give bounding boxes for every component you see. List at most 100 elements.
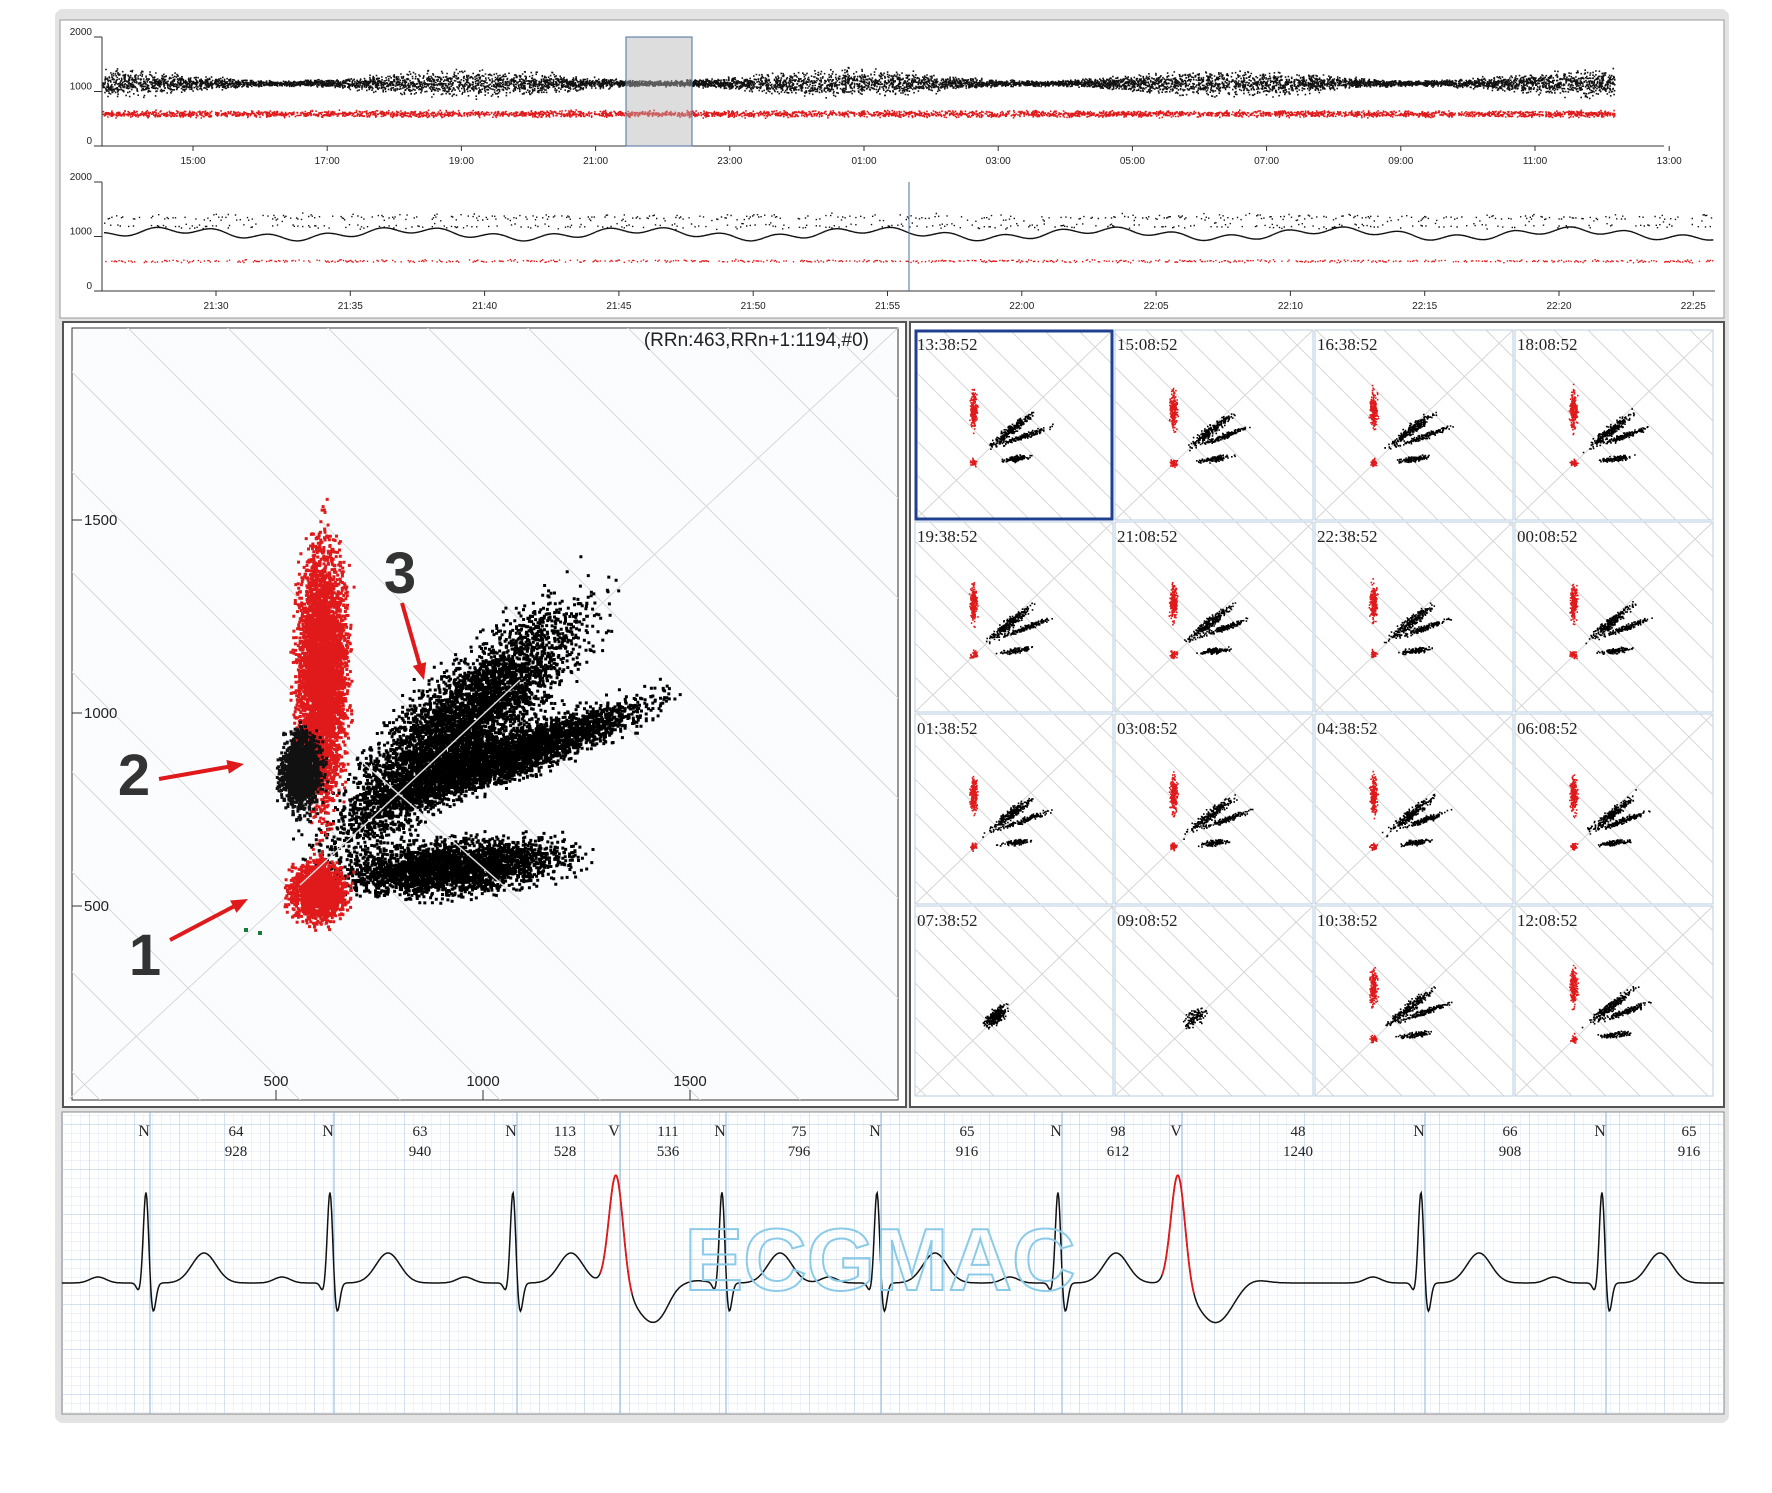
scatter-cloud (1569, 964, 1580, 1011)
ventricular-beat (1161, 1174, 1195, 1294)
identity-line (914, 905, 1114, 1097)
x-tick-label: 22:05 (1144, 301, 1169, 312)
beat-type: N (1594, 1123, 1606, 1140)
scatter-cloud (318, 830, 595, 905)
thumbnail-time: 07:38:52 (917, 911, 977, 930)
scatter-cloud (982, 1003, 1009, 1030)
beat-type: N (322, 1123, 334, 1140)
thumbnail: 01:38:52 (914, 713, 1114, 905)
scatter-cloud (1369, 1034, 1378, 1044)
scatter-cloud (998, 809, 1053, 831)
beat-type: V (1170, 1123, 1182, 1140)
x-tick-label: 22:00 (1009, 301, 1034, 312)
rr-interval: 612 (1107, 1144, 1130, 1160)
heart-rate: 111 (657, 1124, 678, 1140)
y-tick-label: 500 (84, 898, 109, 915)
x-tick-label: 22:20 (1546, 301, 1571, 312)
x-tick-label: 01:00 (851, 156, 876, 167)
scatter-cloud (1597, 1030, 1632, 1039)
scatter-cloud (1385, 986, 1436, 1027)
scatter-cloud (1585, 601, 1637, 645)
scatter-cloud (1184, 602, 1237, 643)
x-tick-label: 09:00 (1388, 156, 1413, 167)
thumbnail-time: 00:08:52 (1517, 527, 1577, 546)
scatter-cloud (995, 838, 1033, 847)
scatter-cloud (1595, 810, 1651, 832)
scatter-cloud (985, 602, 1036, 645)
scatter-cloud (969, 457, 978, 468)
thumbnail-time: 16:38:52 (1317, 335, 1377, 354)
scatter-cloud (1383, 602, 1436, 644)
x-tick-label: 05:00 (1120, 156, 1145, 167)
thumbnail: 07:38:52 (914, 905, 1114, 1097)
scatter-cloud (1169, 650, 1179, 660)
y-tick-label: 0 (86, 136, 92, 147)
arrow (158, 763, 235, 781)
thumbnail-time: 04:38:52 (1317, 719, 1377, 738)
thumbnail-time: 22:38:52 (1317, 527, 1377, 546)
scatter-cloud (1569, 774, 1579, 819)
thumbnail: 22:38:52 (1314, 521, 1514, 713)
cursor-readout: (RRn:463,RRn+1:1194,#0) (644, 330, 869, 351)
rr-interval: 940 (409, 1144, 432, 1160)
scatter-cloud (1569, 458, 1579, 467)
thumbnail: 03:08:52 (1114, 713, 1314, 905)
x-tick-label: 13:00 (1657, 156, 1682, 167)
scatter-cloud (1170, 842, 1178, 852)
thumbnail-time: 13:38:52 (917, 335, 977, 354)
identity-overlay (299, 679, 521, 886)
scatter-cloud (1596, 646, 1634, 655)
scatter-cloud (1568, 383, 1580, 436)
thumbnail: 13:38:52 (914, 329, 1114, 521)
scatter-cloud (1396, 808, 1453, 832)
rr-interval: 916 (1678, 1144, 1701, 1160)
scatter-cloud (1169, 459, 1179, 469)
thumbnail: 10:38:52 (1314, 905, 1514, 1097)
rr-interval: 916 (956, 1144, 979, 1160)
x-tick-label: 03:00 (986, 156, 1011, 167)
premature-dots (102, 109, 1616, 119)
scatter-cloud (993, 617, 1053, 641)
y-tick-label: 1500 (84, 512, 117, 529)
identity-overlay (359, 759, 521, 901)
scatter-cloud (1370, 648, 1379, 659)
x-tick-label: 21:50 (741, 301, 766, 312)
thumbnail-time: 18:08:52 (1517, 335, 1577, 354)
scatter-cloud (1199, 426, 1251, 446)
scatter-cloud (1569, 651, 1578, 660)
scatter-cloud (1368, 578, 1379, 625)
y-tick-label: 2000 (70, 172, 93, 183)
scatter-cloud (1001, 454, 1033, 464)
scatter-cloud (1569, 583, 1579, 626)
scatter-cloud (1598, 1001, 1652, 1023)
x-tick-label: 21:00 (583, 156, 608, 167)
ecg-grid-major (62, 1112, 1724, 1414)
identity-line (1114, 905, 1314, 1097)
x-tick-label: 19:00 (449, 156, 474, 167)
x-tick-label: 1000 (466, 1073, 499, 1090)
scatter-cloud (1395, 425, 1454, 448)
selection-window (625, 36, 693, 147)
scatter-cloud (1368, 770, 1380, 820)
beat-type: N (869, 1123, 881, 1140)
heart-rate: 65 (1682, 1124, 1697, 1140)
scatter-cloud (1398, 646, 1433, 656)
x-tick-label: 500 (263, 1073, 288, 1090)
arrow-head (226, 759, 244, 774)
ventricular-beat (599, 1174, 633, 1294)
x-tick-label: 22:15 (1412, 301, 1437, 312)
callout-number: 2 (118, 743, 150, 808)
scatter-cloud (969, 388, 979, 435)
scatter-cloud (1599, 426, 1649, 447)
scatter-cloud (969, 775, 979, 817)
scatter-cloud (292, 555, 621, 897)
identity-line (1114, 521, 1314, 713)
y-tick-label: 1000 (70, 82, 93, 93)
thumbnail-time: 03:08:52 (1117, 719, 1177, 738)
scatter-cloud (1369, 842, 1379, 851)
scatter-cloud (1201, 808, 1254, 830)
scatter-cloud (1197, 838, 1231, 848)
thumbnail-time: 15:08:52 (1117, 335, 1177, 354)
heart-rate: 75 (792, 1124, 807, 1140)
scatter-cloud (1581, 986, 1640, 1029)
